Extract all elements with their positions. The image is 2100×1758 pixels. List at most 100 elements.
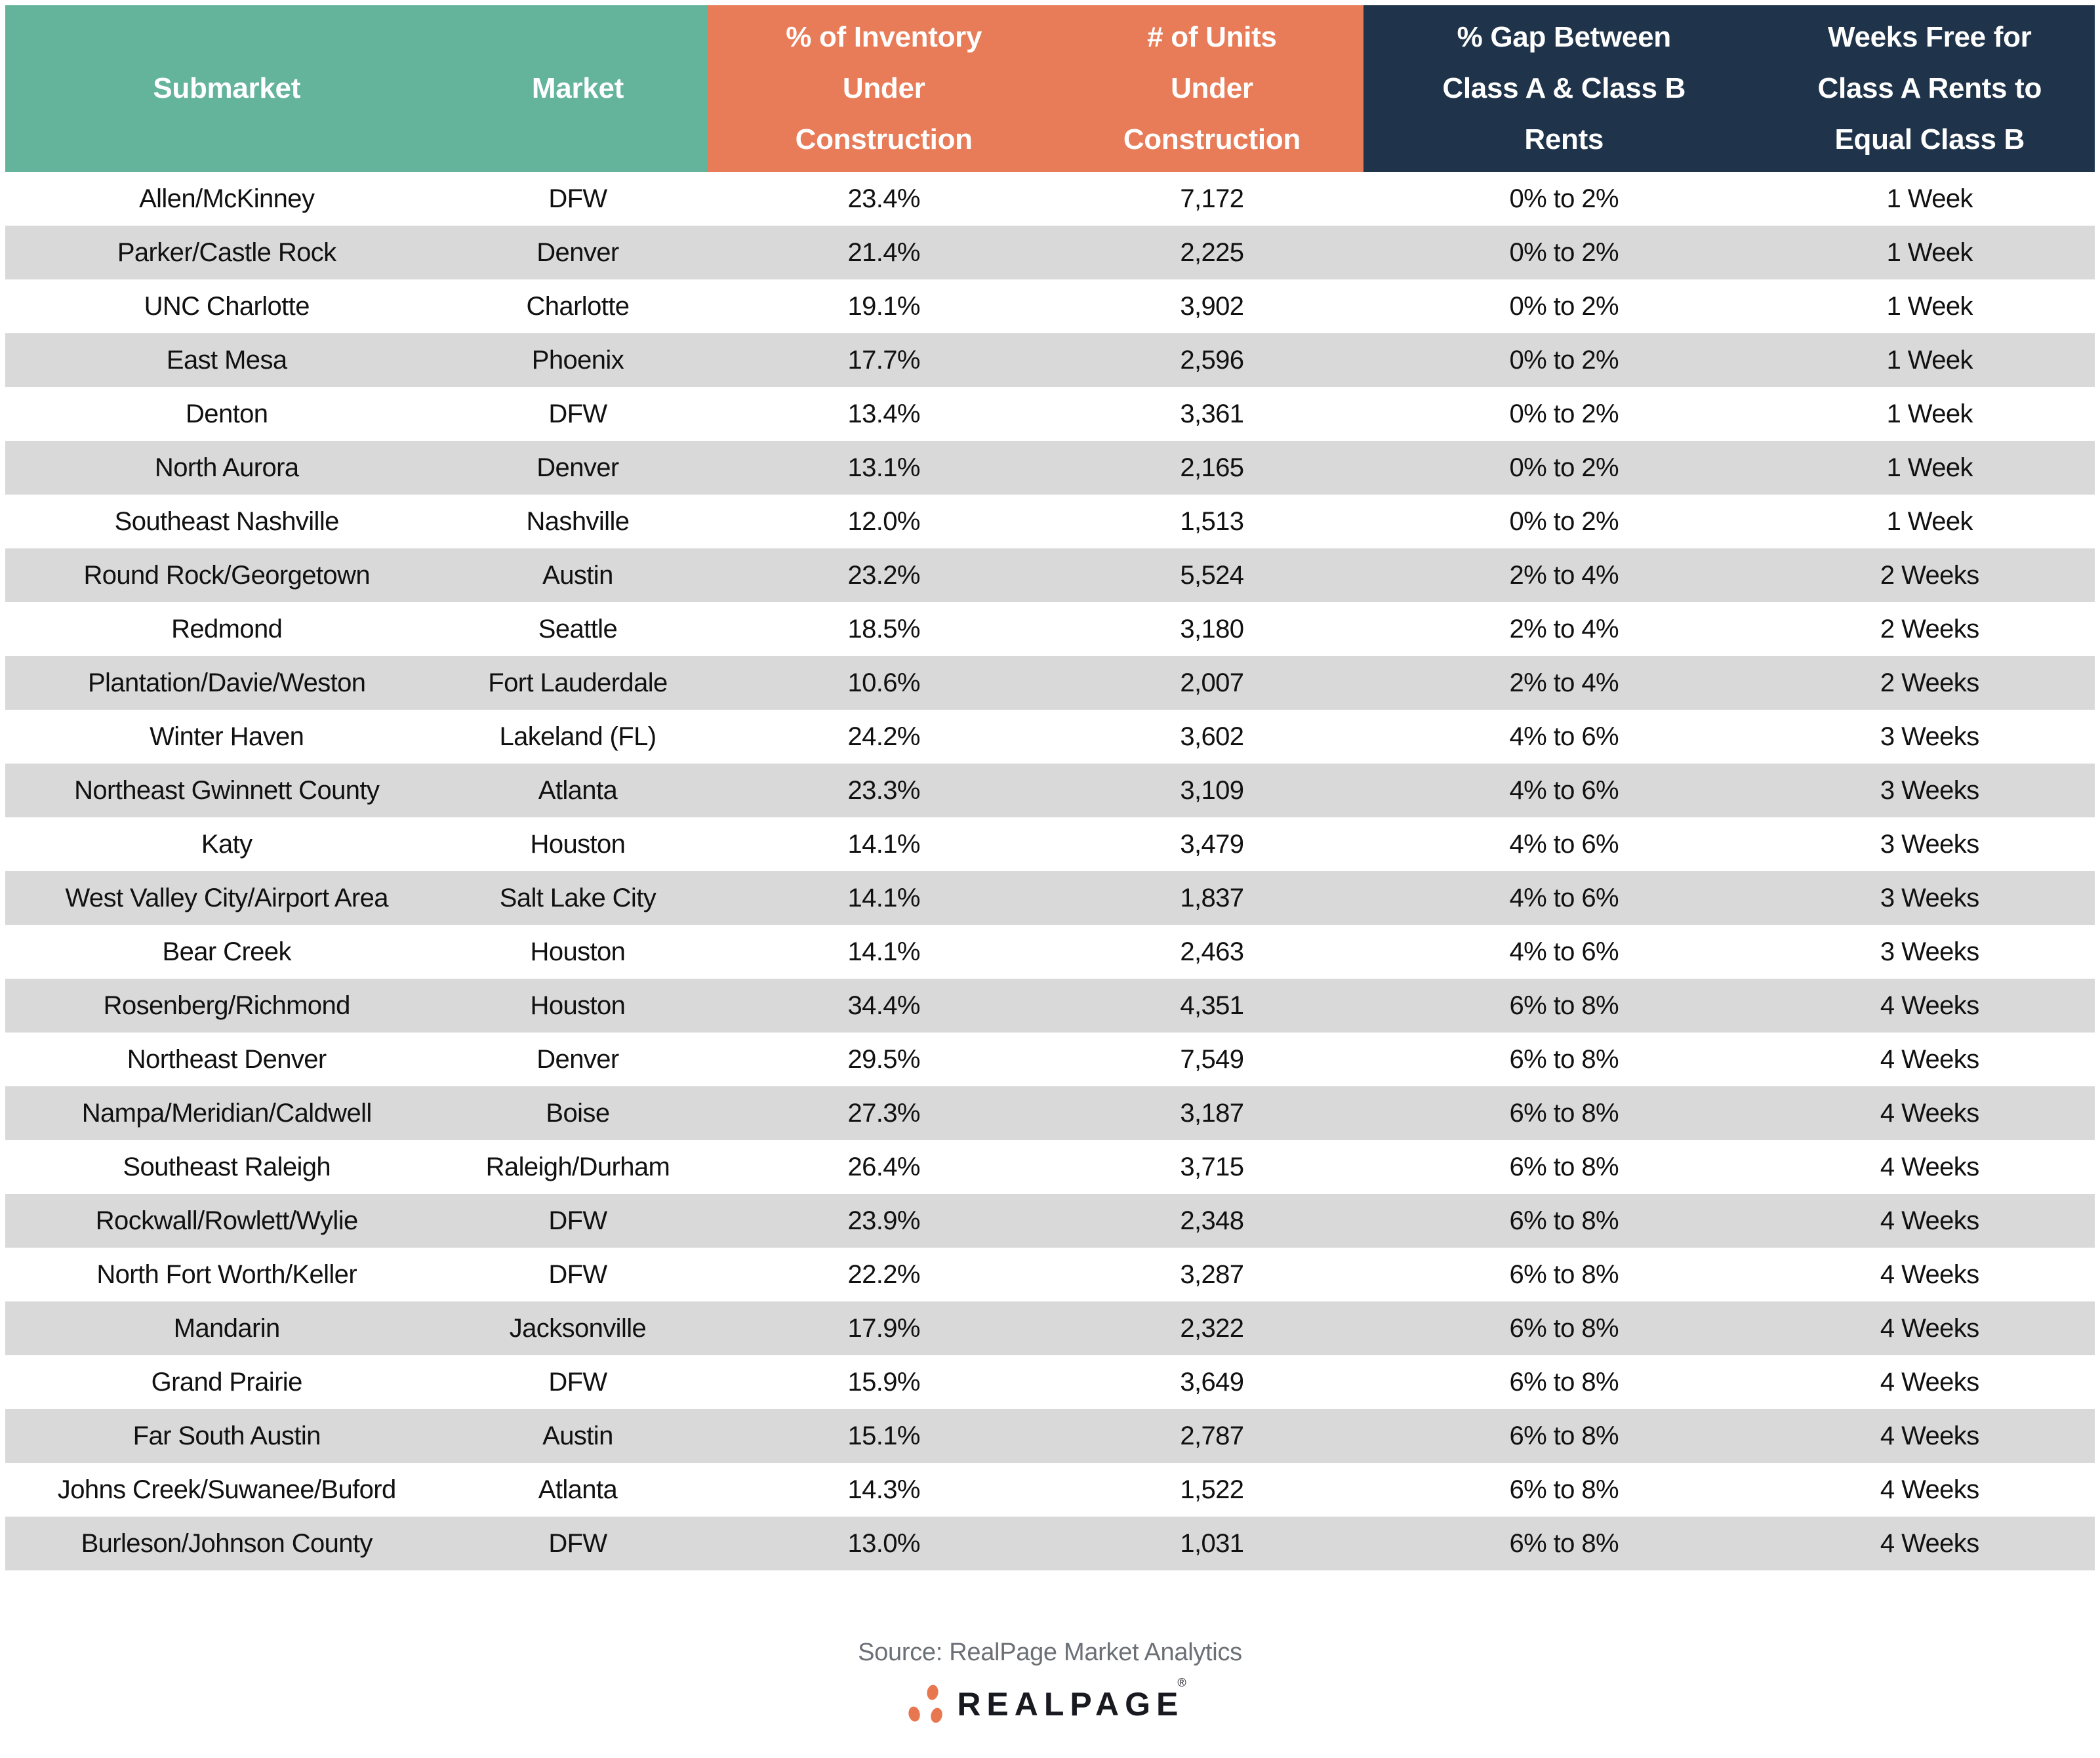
submarket-cell: Northeast Denver [127,1044,327,1074]
column-header-weeks-free: Weeks Free for Class A Rents to Equal Cl… [1764,5,2095,172]
weeks-free-cell: 4 Weeks [1880,1259,1979,1289]
units-cell: 1,513 [1180,506,1244,536]
submarket-cell: East Mesa [166,345,287,375]
table-row: Plantation/Davie/Weston Fort Lauderdale 10… [5,656,2095,710]
rent-gap-cell: 0% to 2% [1509,399,1619,428]
rent-gap-cell: 0% to 2% [1509,184,1619,213]
pct-inventory-cell: 17.7% [847,345,920,375]
column-header-submarket: Submarket [5,5,449,172]
rent-gap-cell: 2% to 4% [1509,614,1619,644]
market-cell: Atlanta [538,1475,618,1504]
table-row: Southeast Nashville Nashville 12.0% 1,513 0%… [5,495,2095,548]
column-header-market: Market [448,5,708,172]
submarket-cell: Nampa/Meridian/Caldwell [81,1098,373,1128]
rent-gap-cell: 4% to 6% [1509,829,1619,859]
submarket-cell: Katy [201,829,252,859]
pct-inventory-cell: 34.4% [847,991,920,1020]
table-row: Redmond Seattle 18.5% 3,180 2% to 4% 2 Weeks [5,602,2095,656]
weeks-free-cell: 1 Week [1886,453,1973,482]
weeks-free-cell: 4 Weeks [1880,1528,1979,1558]
column-header-pct-inventory-under-construction: % of Inventory Under Construction [707,5,1060,172]
weeks-free-cell: 1 Week [1886,506,1973,536]
pct-inventory-cell: 10.6% [847,668,920,697]
pct-inventory-cell: 24.2% [847,722,920,751]
units-cell: 5,524 [1180,560,1244,590]
weeks-free-cell: 4 Weeks [1880,1044,1979,1074]
market-cell: Phoenix [531,345,624,375]
units-cell: 2,165 [1180,453,1244,482]
submarket-cell: Southeast Nashville [114,506,340,536]
market-cell: DFW [548,399,607,428]
table-row: West Valley City/Airport Area Salt Lake C… [5,871,2095,925]
rent-gap-cell: 6% to 8% [1509,1044,1619,1074]
weeks-free-cell: 4 Weeks [1880,1098,1979,1128]
weeks-free-cell: 3 Weeks [1880,775,1979,805]
realpage-logo-dots-icon [908,1685,943,1723]
market-cell: Houston [530,937,626,966]
table-row: Round Rock/Georgetown Austin 23.2% 5,524 2% … [5,548,2095,602]
rent-gap-cell: 0% to 2% [1509,453,1619,482]
units-cell: 2,596 [1180,345,1244,375]
market-cell: DFW [548,1367,607,1397]
pct-inventory-cell: 13.0% [847,1528,920,1558]
submarket-cell: Burleson/Johnson County [81,1528,373,1558]
units-cell: 3,180 [1180,614,1244,644]
pct-inventory-cell: 15.1% [847,1421,920,1450]
units-cell: 3,287 [1180,1259,1244,1289]
market-cell: DFW [548,1259,607,1289]
table-row: UNC Charlotte Charlotte 19.1% 3,902 0% to 2%… [5,279,2095,333]
rent-gap-cell: 0% to 2% [1509,506,1619,536]
units-cell: 3,187 [1180,1098,1244,1128]
table-row: East Mesa Phoenix 17.7% 2,596 0% to 2% 1 Week [5,333,2095,387]
submarket-cell: UNC Charlotte [144,291,310,321]
submarket-cell: Bear Creek [162,937,292,966]
submarket-cell: Plantation/Davie/Weston [87,668,366,697]
submarket-cell: Rockwall/Rowlett/Wylie [95,1206,358,1235]
units-cell: 3,649 [1180,1367,1244,1397]
table-row: Bear Creek Houston 14.1% 2,463 4% to 6% 3 Wee… [5,925,2095,979]
pct-inventory-cell: 22.2% [847,1259,920,1289]
weeks-free-cell: 4 Weeks [1880,1313,1979,1343]
pct-inventory-cell: 15.9% [847,1367,920,1397]
pct-inventory-cell: 23.9% [847,1206,920,1235]
pct-inventory-cell: 23.2% [847,560,920,590]
pct-inventory-cell: 13.1% [847,453,920,482]
weeks-free-cell: 1 Week [1886,184,1973,213]
units-cell: 1,837 [1180,883,1244,912]
realpage-logo-text: REALPAGE [957,1686,1184,1723]
pct-inventory-cell: 14.3% [847,1475,920,1504]
weeks-free-cell: 3 Weeks [1880,829,1979,859]
table-row: Katy Houston 14.1% 3,479 4% to 6% 3 Weeks [5,817,2095,871]
table-row: North Aurora Denver 13.1% 2,165 0% to 2% 1 We… [5,441,2095,495]
rent-gap-cell: 6% to 8% [1509,991,1619,1020]
market-cell: Boise [546,1098,610,1128]
market-cell: Nashville [526,506,630,536]
rent-gap-cell: 6% to 8% [1509,1421,1619,1450]
rent-gap-cell: 6% to 8% [1509,1475,1619,1504]
rent-gap-cell: 6% to 8% [1509,1259,1619,1289]
pct-inventory-cell: 21.4% [847,237,920,267]
market-cell: Denver [536,237,619,267]
submarket-construction-table: Submarket Market % of Inventory Under Co… [5,5,2095,1570]
weeks-free-cell: 4 Weeks [1880,1206,1979,1235]
submarket-cell: Round Rock/Georgetown [83,560,370,590]
units-cell: 2,322 [1180,1313,1244,1343]
table-row: Grand Prairie DFW 15.9% 3,649 6% to 8% 4 Week… [5,1355,2095,1409]
table-header-row: Submarket Market % of Inventory Under Co… [5,5,2095,172]
submarket-cell: Southeast Raleigh [123,1152,331,1181]
market-cell: DFW [548,1206,607,1235]
rent-gap-cell: 6% to 8% [1509,1367,1619,1397]
pct-inventory-cell: 18.5% [847,614,920,644]
units-cell: 1,522 [1180,1475,1244,1504]
table-row: Mandarin Jacksonville 17.9% 2,322 6% to 8% 4 … [5,1301,2095,1355]
units-cell: 2,225 [1180,237,1244,267]
units-cell: 7,549 [1180,1044,1244,1074]
submarket-cell: Denton [186,399,268,428]
submarket-cell: Parker/Castle Rock [117,237,336,267]
submarket-cell: Rosenberg/Richmond [103,991,351,1020]
table-row: Denton DFW 13.4% 3,361 0% to 2% 1 Week [5,387,2095,441]
market-cell: Jacksonville [509,1313,647,1343]
weeks-free-cell: 3 Weeks [1880,883,1979,912]
weeks-free-cell: 3 Weeks [1880,722,1979,751]
